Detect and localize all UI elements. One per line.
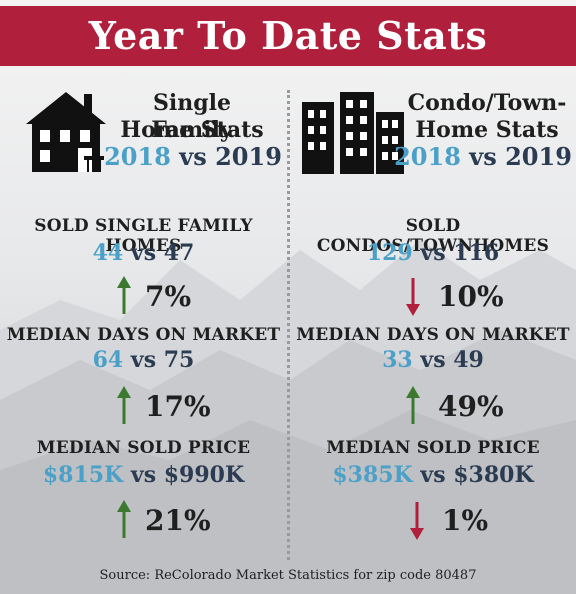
left-stat-1-value-b: 47	[163, 240, 195, 266]
right-stat-3-value-b: $380K	[453, 462, 534, 488]
left-stat-3-value-b: $990K	[163, 462, 245, 488]
right-stat-1-value-b: 116	[453, 240, 500, 266]
source-note: Source: ReColorado Market Statistics for…	[99, 568, 477, 583]
house-icon	[26, 92, 106, 172]
right-stat-3-value-a: $385K	[332, 462, 413, 488]
left-header-title-line2: Home Stats	[120, 117, 264, 143]
right-stat-3-change: 1%	[442, 504, 489, 537]
down-arrow-icon	[410, 502, 424, 540]
banner-title: Year To Date Stats	[0, 6, 576, 66]
condo-buildings-icon	[302, 92, 404, 174]
left-stat-3-change: 21%	[145, 504, 211, 537]
down-arrow-icon	[406, 278, 420, 316]
right-year-b: 2019	[505, 142, 572, 171]
right-vs: vs	[469, 142, 497, 171]
right-stat-3-values: $385K vs $380K	[290, 462, 576, 488]
right-header-title-line1: Condo/Town-	[407, 90, 567, 116]
left-stat-2-label: MEDIAN DAYS ON MARKET	[6, 325, 281, 345]
left-stat-1-change: 7%	[145, 280, 192, 313]
up-arrow-icon	[117, 500, 131, 538]
left-header-title-line1: Single Family	[151, 90, 233, 143]
left-stat-2-values: 64 vs 75	[0, 347, 287, 373]
right-header-title-line2: Home Stats	[415, 117, 559, 143]
left-stat-3-value-a: $815K	[42, 462, 124, 488]
right-stat-3-label: MEDIAN SOLD PRICE	[326, 438, 540, 458]
right-stat-2-change: 49%	[438, 390, 504, 423]
right-stat-2-value-b: 49	[453, 347, 484, 373]
left-stat-3-values: $815K vs $990K	[0, 462, 287, 488]
right-stat-2-values: 33 vs 49	[290, 347, 576, 373]
left-stat-1-vs: vs	[130, 240, 157, 266]
right-stat-1-values: 129 vs 116	[290, 240, 576, 266]
column-divider	[287, 90, 290, 560]
right-stat-2-vs: vs	[420, 347, 446, 373]
left-year-a: 2018	[104, 142, 171, 171]
left-stat-2-value-b: 75	[163, 347, 195, 373]
left-vs: vs	[179, 142, 207, 171]
left-stat-2-value-a: 64	[92, 347, 124, 373]
left-stat-2-vs: vs	[130, 347, 157, 373]
left-stat-2-change: 17%	[145, 390, 211, 423]
up-arrow-icon	[117, 276, 131, 314]
right-stat-2-value-a: 33	[382, 347, 413, 373]
left-header-years: 2018 vs 2019	[100, 142, 286, 171]
left-stat-3-vs: vs	[130, 462, 157, 488]
up-arrow-icon	[117, 386, 131, 424]
left-year-b: 2019	[215, 142, 282, 171]
up-arrow-icon	[406, 386, 420, 424]
right-stat-1-label: SOLD CONDOS/TOWNHOMES	[316, 216, 550, 256]
right-year-a: 2018	[394, 142, 461, 171]
left-stat-1-value-a: 44	[92, 240, 124, 266]
left-stat-3-label: MEDIAN SOLD PRICE	[36, 438, 251, 458]
left-stat-1-label: SOLD SINGLE FAMILY HOMES	[34, 216, 253, 256]
right-stat-1-change: 10%	[438, 280, 504, 313]
right-stat-1-vs: vs	[420, 240, 446, 266]
right-header-years: 2018 vs 2019	[390, 142, 576, 171]
left-stat-1-values: 44 vs 47	[0, 240, 287, 266]
right-stat-3-vs: vs	[420, 462, 446, 488]
right-stat-2-label: MEDIAN DAYS ON MARKET	[296, 325, 570, 345]
right-stat-1-value-a: 129	[366, 240, 413, 266]
